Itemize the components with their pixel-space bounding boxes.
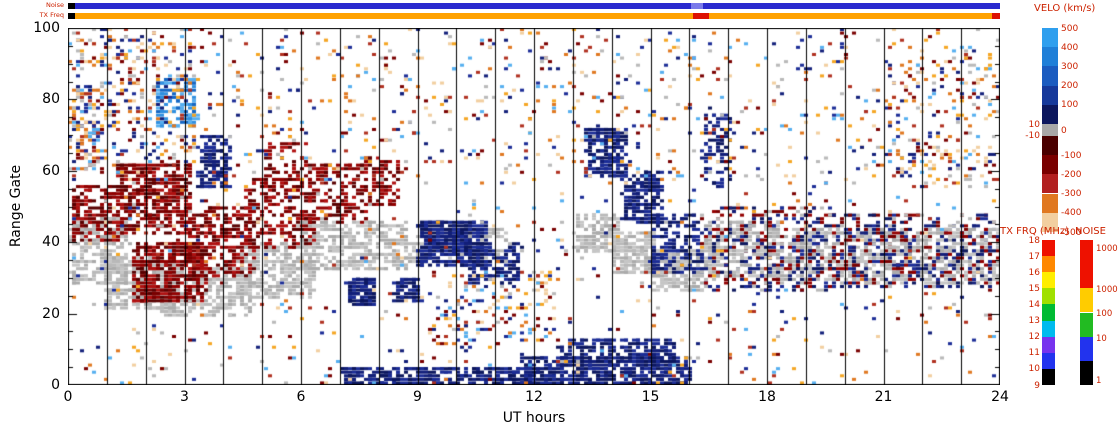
strip-segment — [68, 3, 75, 9]
velocity-colorbar-tick-label: -300 — [1061, 189, 1082, 199]
x-tick-label: 3 — [180, 389, 189, 405]
txfreq-parameter-strip — [68, 13, 1000, 19]
noise-colorbar — [1080, 240, 1093, 385]
velocity-colorbar-segment — [1042, 155, 1058, 175]
velocity-colorbar-tick-label: 10 — [1028, 119, 1040, 130]
noise-strip-label: Noise — [45, 1, 64, 9]
velocity-colorbar-tick-label: 200 — [1061, 81, 1079, 92]
noise-colorbar-tick-label: 100 — [1096, 309, 1113, 320]
txfrq-colorbar-segment — [1042, 272, 1055, 289]
txfrq-colorbar-segment — [1042, 240, 1055, 257]
txfreq-strip-label: TX Freq — [39, 11, 64, 19]
txfrq-colorbar-title: TX FRQ (MHz) — [1000, 226, 1070, 237]
txfrq-colorbar-segment — [1042, 288, 1055, 305]
txfrq-colorbar-tick-label: 17 — [1028, 251, 1040, 262]
velocity-colorbar — [1042, 28, 1058, 232]
noise-parameter-strip — [68, 3, 1000, 9]
velocity-colorbar-segment — [1042, 28, 1058, 48]
velocity-colorbar-segment — [1042, 212, 1058, 232]
txfrq-colorbar-tick-label: 13 — [1028, 316, 1040, 327]
txfrq-colorbar-segment — [1042, 304, 1055, 321]
txfrq-colorbar-tick-label: 11 — [1028, 348, 1040, 359]
txfrq-colorbar-segment — [1042, 320, 1055, 337]
x-axis-label: UT hours — [502, 410, 566, 426]
velocity-colorbar-segment — [1042, 104, 1058, 125]
rti-velocity-plot-canvas — [68, 28, 1000, 385]
velocity-colorbar-tick-label: -400 — [1061, 208, 1082, 219]
noise-colorbar-tick-label: 10000 — [1096, 244, 1118, 255]
strip-segment — [68, 13, 75, 19]
velocity-colorbar-tick-label: -200 — [1061, 169, 1082, 180]
y-axis-label: Range Gate — [8, 164, 24, 248]
velocity-colorbar-tick-label: 100 — [1061, 100, 1079, 111]
txfrq-colorbar-tick-label: 10 — [1028, 364, 1040, 375]
x-tick-label: 21 — [874, 389, 893, 405]
strip-segment — [992, 13, 1000, 19]
velocity-colorbar-tick-label: -10 — [1025, 131, 1040, 142]
y-tick-label: 80 — [42, 91, 60, 108]
txfrq-colorbar-segment — [1042, 368, 1055, 385]
txfrq-colorbar-segment — [1042, 352, 1055, 369]
x-tick-label: 0 — [63, 389, 73, 405]
velocity-colorbar-segment — [1042, 85, 1058, 105]
noise-colorbar-title: NOISE — [1075, 226, 1106, 237]
strip-segment — [74, 3, 692, 9]
noise-colorbar-tick-label: 1000 — [1096, 284, 1118, 295]
txfrq-colorbar-segment — [1042, 256, 1055, 273]
strip-segment — [691, 3, 703, 9]
txfrq-colorbar-tick-label: 15 — [1028, 283, 1040, 294]
noise-colorbar-segment — [1080, 312, 1093, 337]
txfrq-colorbar-tick-label: 14 — [1028, 299, 1040, 310]
x-tick-label: 24 — [991, 389, 1009, 405]
x-tick-label: 6 — [296, 389, 306, 405]
velocity-colorbar-tick-label: -100 — [1061, 150, 1082, 161]
velocity-colorbar-segment — [1042, 66, 1058, 86]
txfrq-colorbar-segment — [1042, 336, 1055, 353]
txfrq-colorbar — [1042, 240, 1055, 385]
x-tick-label: 18 — [758, 389, 776, 405]
velocity-colorbar-tick-label: 500 — [1061, 23, 1079, 34]
velocity-colorbar-tick-label: 300 — [1061, 61, 1079, 72]
strip-segment — [693, 13, 709, 19]
x-tick-label: 15 — [641, 389, 660, 405]
velocity-colorbar-segment — [1042, 135, 1058, 155]
txfrq-colorbar-tick-label: 18 — [1028, 235, 1040, 246]
velocity-colorbar-segment — [1042, 174, 1058, 194]
velocity-colorbar-segment — [1042, 47, 1058, 67]
velocity-colorbar-tick-label: -500 — [1061, 227, 1082, 238]
txfrq-colorbar-tick-label: 9 — [1034, 380, 1040, 391]
velocity-colorbar-tick-label: 400 — [1061, 42, 1079, 53]
strip-segment — [708, 13, 993, 19]
velocity-colorbar-segment — [1042, 124, 1058, 136]
txfrq-colorbar-tick-label: 16 — [1028, 267, 1040, 278]
noise-colorbar-segment — [1080, 336, 1093, 361]
x-tick-label: 12 — [525, 389, 543, 405]
y-tick-label: 100 — [33, 20, 60, 36]
noise-colorbar-segment — [1080, 288, 1093, 313]
txfrq-colorbar-tick-label: 12 — [1028, 332, 1040, 343]
y-tick-label: 40 — [42, 234, 60, 251]
noise-colorbar-tick-label: 10 — [1096, 334, 1107, 345]
x-tick-label: 9 — [413, 389, 422, 405]
noise-colorbar-segment — [1080, 360, 1093, 385]
velocity-colorbar-title: VELO (km/s) — [1034, 3, 1096, 14]
strip-segment — [702, 3, 1000, 9]
strip-segment — [74, 13, 694, 19]
noise-colorbar-tick-label: 1 — [1096, 376, 1102, 387]
y-tick-label: 60 — [42, 162, 60, 179]
velocity-colorbar-segment — [1042, 193, 1058, 213]
noise-colorbar-segment — [1080, 240, 1093, 289]
y-tick-label: 0 — [51, 377, 60, 393]
y-tick-label: 20 — [42, 305, 60, 322]
velocity-colorbar-tick-label: 0 — [1061, 125, 1067, 136]
